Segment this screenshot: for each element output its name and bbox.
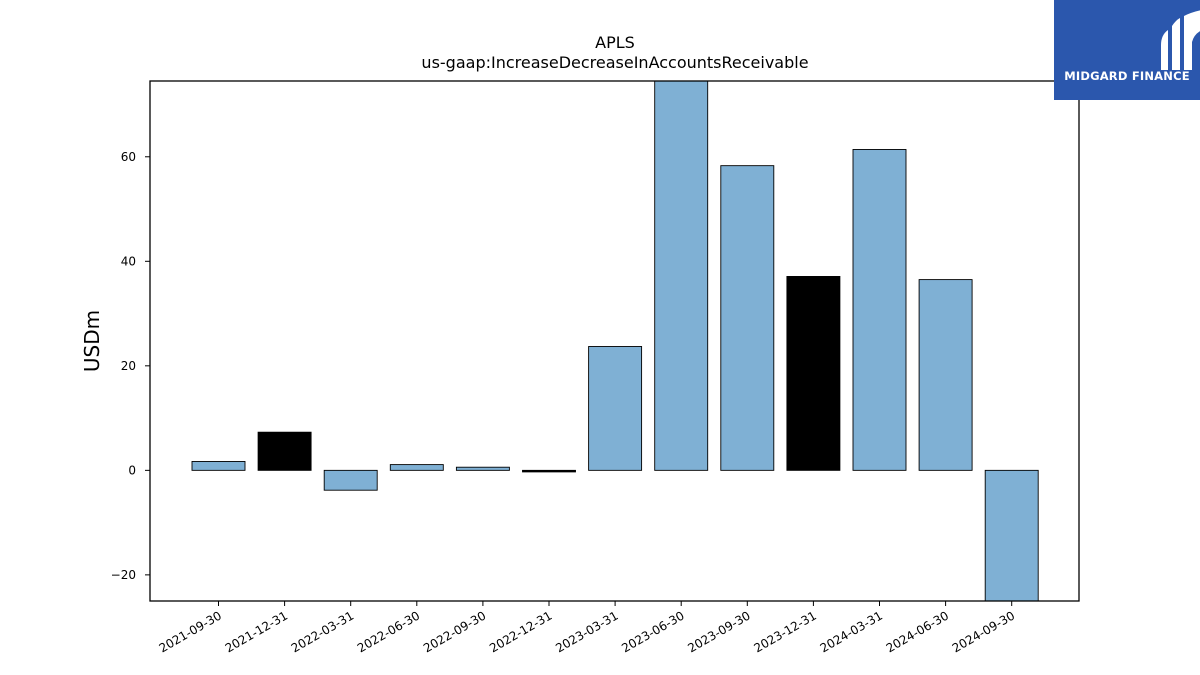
x-tick-label: 2021-09-30 [157,608,224,655]
x-tick-label: 2024-06-30 [884,608,951,655]
bar-2023-06-30 [654,80,709,471]
y-axis-ticks: −20 0 20 40 60 [111,150,150,582]
x-tick-label: 2022-09-30 [421,608,488,655]
chart-title: APLS [595,33,635,52]
x-tick-label: 2024-09-30 [950,608,1017,655]
y-tick-label: −20 [111,568,136,582]
bar-2022-09-30 [455,466,510,471]
bar-2023-12-31 [786,276,841,471]
bar-2022-12-31 [522,469,576,473]
x-tick-label: 2023-03-31 [553,608,620,655]
x-tick-label: 2022-12-31 [487,608,554,655]
x-tick-label: 2021-12-31 [223,608,290,655]
brand-name: MIDGARD FINANCE [1064,69,1190,83]
x-tick-label: 2023-12-31 [751,608,818,655]
chart-subtitle: us-gaap:IncreaseDecreaseInAccountsReceiv… [421,53,808,72]
x-tick-label: 2023-09-30 [685,608,752,655]
bar-2023-09-30 [720,165,775,471]
bar-2022-03-31 [323,469,378,491]
bar-2024-03-31 [852,149,907,471]
bar-2021-12-31 [257,431,312,471]
x-tick-label: 2023-06-30 [619,608,686,655]
y-axis-label: USDm [80,310,104,372]
y-tick-label: 0 [128,463,136,477]
bar-2024-06-30 [918,279,973,471]
bars-group [191,80,1039,602]
plot-frame [149,80,1080,602]
brand-logo: MIDGARD FINANCE [1054,0,1200,100]
x-tick-label: 2022-03-31 [289,608,356,655]
bar-2021-09-30 [191,461,246,471]
x-tick-label: 2022-06-30 [355,608,422,655]
y-tick-label: 40 [121,254,136,268]
midgard-m-logo-icon [1161,10,1200,70]
x-tick-label: 2024-03-31 [818,608,885,655]
bar-2022-06-30 [389,464,444,471]
y-tick-label: 20 [121,359,136,373]
bar-2024-09-30 [984,469,1039,602]
y-tick-label: 60 [121,150,136,164]
bar-2023-03-31 [588,346,643,471]
x-axis-ticks: 2021-09-302021-12-312022-03-312022-06-30… [157,601,1017,655]
